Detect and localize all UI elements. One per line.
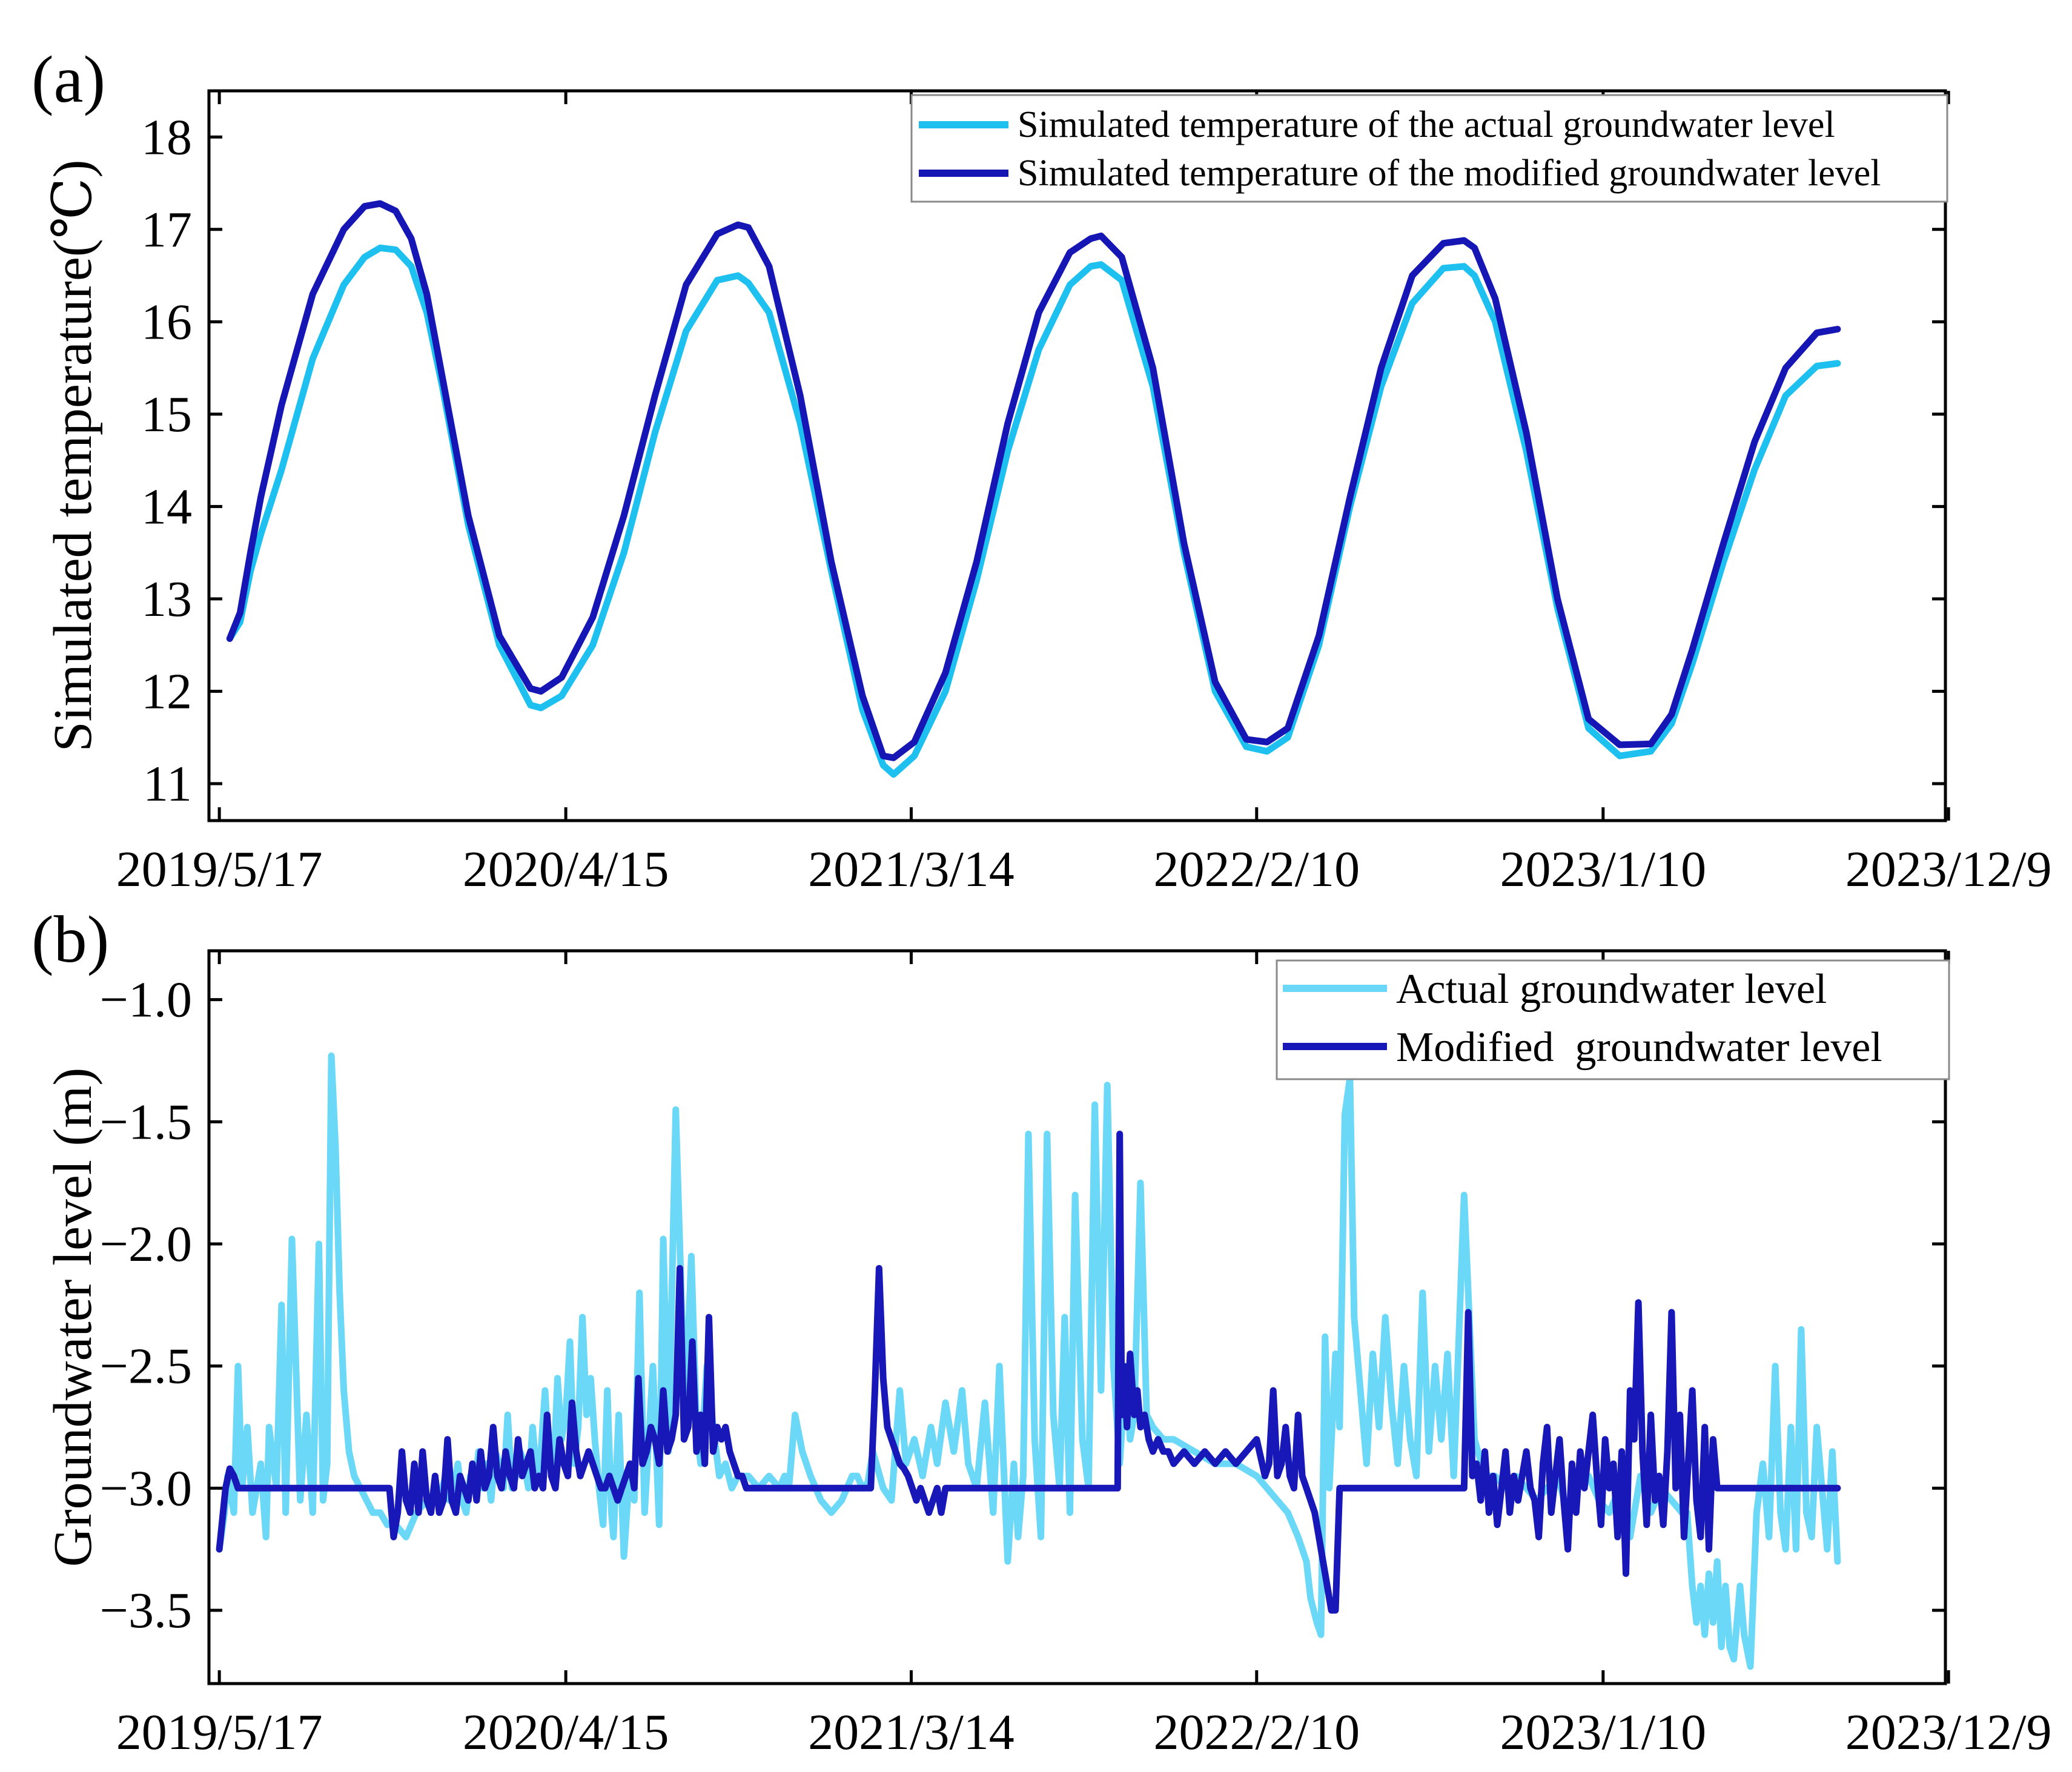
panel-a-y-tick-label: 18 <box>141 109 192 165</box>
panel-a-y-tick-label: 17 <box>141 202 192 258</box>
panel-a-series-modified-line <box>226 200 1841 761</box>
panel-b-label: (b) <box>31 902 109 976</box>
panel-b-plot-area <box>216 1052 1841 1670</box>
panel-a-y-tick-label: 15 <box>141 386 192 443</box>
panel-a-legend-label-modified: Simulated temperature of the modified gr… <box>1018 153 1881 194</box>
panel-a-x-tick-label: 2023/1/10 <box>1500 841 1706 898</box>
panel-b-x-tick-label: 2020/4/15 <box>463 1704 669 1760</box>
panel-a-legend: Simulated temperature of the actual grou… <box>910 94 1948 203</box>
panel-b-y-tick-label: −2.0 <box>100 1216 192 1272</box>
panel-b-y-ticks: −1.0 −1.5 −2.0 −2.5 −3.0 −3.5 <box>100 972 1945 1639</box>
panel-a: (a) 2019/5/17 2020/4/15 2021/3/14 2022/2/10… <box>31 42 2051 898</box>
panel-a-y-axis-label: Simulated temperature(℃) <box>43 160 103 752</box>
panel-a-x-tick-label: 2019/5/17 <box>116 841 323 898</box>
panel-b-legend: Actual groundwater level Modified ground… <box>1276 959 1950 1080</box>
panel-b-series-modified-line <box>216 1131 1841 1614</box>
panel-b: (b) 2019/5/17 2020/4/15 2021/3/14 2022/2/10… <box>31 902 2051 1760</box>
panel-b-x-tick-label: 2022/2/10 <box>1153 1704 1360 1760</box>
panel-b-y-tick-label: −3.5 <box>100 1582 192 1639</box>
panel-b-y-tick-label: −1.0 <box>100 972 192 1028</box>
panel-b-x-tick-label: 2023/12/9 <box>1845 1704 2052 1760</box>
panel-b-x-tick-label: 2019/5/17 <box>116 1704 323 1760</box>
panel-b-legend-label-actual: Actual groundwater level <box>1396 966 1827 1013</box>
panel-a-frame <box>207 89 1947 822</box>
panel-b-x-tick-label: 2023/1/10 <box>1500 1704 1706 1760</box>
panel-a-legend-box <box>910 94 1948 203</box>
panel-b-frame <box>207 949 1947 1685</box>
panel-a-y-tick-label: 13 <box>141 571 192 627</box>
panel-a-y-tick-label: 12 <box>141 663 192 719</box>
panel-b-y-axis-label: Groundwater level (m) <box>43 1068 103 1567</box>
panel-a-y-tick-label: 11 <box>143 756 192 812</box>
panel-a-x-ticks: 2019/5/17 2020/4/15 2021/3/14 2022/2/10 2023… <box>116 91 2052 898</box>
panel-b-y-tick-label: −1.5 <box>100 1094 192 1150</box>
panel-b-y-tick-label: −3.0 <box>100 1460 192 1516</box>
panel-b-x-ticks: 2019/5/17 2020/4/15 2021/3/14 2022/2/10 2023… <box>116 951 2052 1760</box>
panel-a-x-tick-label: 2020/4/15 <box>463 841 669 898</box>
panel-a-y-tick-label: 16 <box>141 294 192 350</box>
panel-a-plot-area <box>226 200 1841 778</box>
panel-b-y-tick-label: −2.5 <box>100 1338 192 1395</box>
panel-a-x-tick-label: 2023/12/9 <box>1845 841 2052 898</box>
panel-b-legend-box <box>1276 959 1950 1080</box>
panel-b-x-tick-label: 2021/3/14 <box>808 1704 1014 1760</box>
panel-a-y-tick-label: 14 <box>141 478 192 535</box>
panel-a-y-ticks: 11 12 13 14 15 16 17 18 <box>141 109 1945 812</box>
panel-a-legend-label-actual: Simulated temperature of the actual grou… <box>1018 104 1835 145</box>
panel-a-label: (a) <box>31 42 105 116</box>
panel-b-legend-label-modified: Modified groundwater level <box>1396 1024 1882 1071</box>
panel-a-x-tick-label: 2022/2/10 <box>1153 841 1360 898</box>
panel-a-x-tick-label: 2021/3/14 <box>808 841 1014 898</box>
